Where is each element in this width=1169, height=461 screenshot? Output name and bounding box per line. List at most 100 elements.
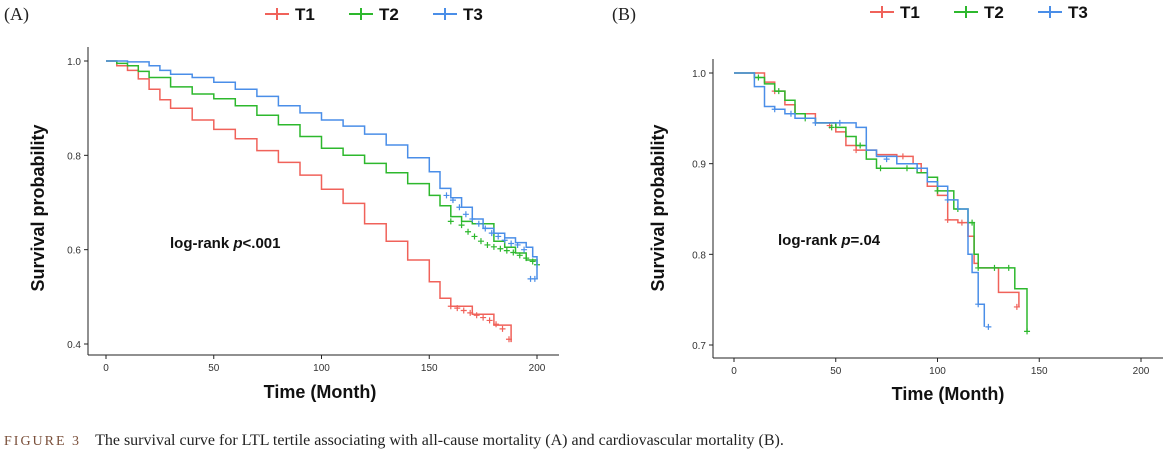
legend-label-t1: T1 (900, 3, 920, 22)
censor-mark (775, 88, 782, 95)
censor-mark (1024, 328, 1031, 335)
censor-mark (465, 228, 472, 235)
censor-mark (505, 336, 512, 343)
y-tick-label: 0.9 (692, 160, 706, 171)
censor-mark (503, 247, 510, 254)
censor-mark (499, 325, 506, 332)
annotation-value: <.001 (243, 235, 281, 252)
censor-mark (493, 321, 500, 328)
censor-mark (501, 237, 508, 244)
x-tick-label: 200 (1133, 366, 1150, 377)
panel-a-y-axis-label: Survival probability (28, 124, 48, 291)
panel-b: (B) T1 T2 T3 0.7 0.8 0.9 1.0 0 50 100 150 200 Time (M… (612, 3, 1163, 404)
censor-mark (899, 153, 906, 160)
panel-a-logrank-annotation: log-rank p<.001 (170, 235, 280, 252)
censor-mark (458, 222, 465, 229)
censor-mark (969, 219, 976, 226)
series-t1 (734, 72, 1020, 310)
legend-item-t3: T3 (1038, 3, 1088, 22)
censor-mark (828, 124, 835, 131)
censor-mark (944, 216, 951, 223)
censor-mark (1005, 264, 1012, 271)
censor-mark (836, 119, 843, 126)
x-tick-label: 50 (208, 363, 220, 374)
x-tick-label: 200 (529, 363, 546, 374)
survival-line-t3 (106, 60, 538, 279)
censor-mark (454, 305, 461, 312)
figure-caption: FIGURE 3 The survival curve for LTL terti… (4, 432, 1164, 456)
x-tick-label: 150 (1031, 366, 1048, 377)
censor-mark (462, 211, 469, 218)
panel-b-x-axis-label: Time (Month) (892, 384, 1005, 404)
censor-mark (523, 255, 530, 262)
x-tick-label: 0 (103, 363, 109, 374)
y-tick-label: 0.7 (692, 341, 706, 352)
x-tick-label: 100 (929, 366, 946, 377)
legend-label-t3: T3 (1068, 3, 1088, 22)
censor-mark (516, 252, 523, 259)
panel-b-label: (B) (612, 4, 636, 25)
panel-b-y-axis-label: Survival probability (648, 124, 668, 291)
panel-a: (A) T1 T2 T3 0.4 0.6 0.8 1.0 0 50 100 150 200 Time (M… (4, 4, 559, 402)
censor-mark (934, 187, 941, 194)
censor-mark (787, 110, 794, 117)
y-tick-label: 0.6 (67, 246, 81, 257)
panel-a-x-axis-label: Time (Month) (264, 382, 377, 402)
censor-mark (958, 219, 965, 226)
x-tick-label: 100 (313, 363, 330, 374)
series-t3 (106, 60, 538, 282)
censor-mark (495, 233, 502, 240)
censor-mark (975, 301, 982, 308)
censor-mark (883, 156, 890, 163)
legend-label-t2: T2 (379, 5, 399, 24)
y-tick-label: 0.8 (67, 151, 81, 162)
censor-mark (521, 246, 528, 253)
censor-mark (531, 275, 538, 282)
censor-mark (443, 192, 450, 199)
censor-mark (456, 204, 463, 211)
x-tick-label: 0 (731, 366, 737, 377)
censor-mark (497, 245, 504, 252)
caption-text: The survival curve for LTL tertile assoc… (95, 432, 784, 449)
censor-mark (471, 233, 478, 240)
censor-mark (514, 241, 521, 248)
censor-mark (812, 119, 819, 126)
legend-item-t3: T3 (433, 5, 483, 24)
legend-item-t2: T2 (349, 5, 399, 24)
censor-mark (480, 314, 487, 321)
censor-mark (857, 142, 864, 149)
panel-b-logrank-annotation: log-rank p=.04 (778, 232, 881, 249)
annotation-p: p (840, 232, 850, 249)
survival-line-t1 (106, 60, 512, 343)
censor-mark (475, 220, 482, 227)
legend-label-t3: T3 (463, 5, 483, 24)
legend-label-t2: T2 (984, 3, 1004, 22)
censor-mark (903, 165, 910, 172)
censor-mark (510, 249, 517, 256)
censor-mark (490, 243, 497, 250)
censor-mark (991, 264, 998, 271)
censor-mark (488, 230, 495, 237)
censor-mark (914, 165, 921, 172)
legend-item-t2: T2 (954, 3, 1004, 22)
censor-mark (447, 303, 454, 310)
annotation-prefix: log-rank (170, 235, 233, 252)
survival-line-t2 (734, 72, 1028, 332)
censor-mark (985, 323, 992, 330)
legend-item-t1: T1 (265, 5, 315, 24)
legend-label-t1: T1 (295, 5, 315, 24)
censor-mark (1013, 303, 1020, 310)
series-t1 (106, 60, 512, 343)
y-tick-label: 1.0 (692, 69, 706, 80)
censor-mark (771, 106, 778, 113)
censor-mark (473, 312, 480, 319)
censor-mark (508, 240, 515, 247)
censor-mark (944, 196, 951, 203)
y-tick-label: 0.4 (67, 340, 81, 351)
panel-a-legend: T1 T2 T3 (265, 5, 483, 24)
censor-mark (477, 238, 484, 245)
censor-mark (467, 309, 474, 316)
censor-mark (877, 165, 884, 172)
censor-mark (529, 258, 536, 265)
